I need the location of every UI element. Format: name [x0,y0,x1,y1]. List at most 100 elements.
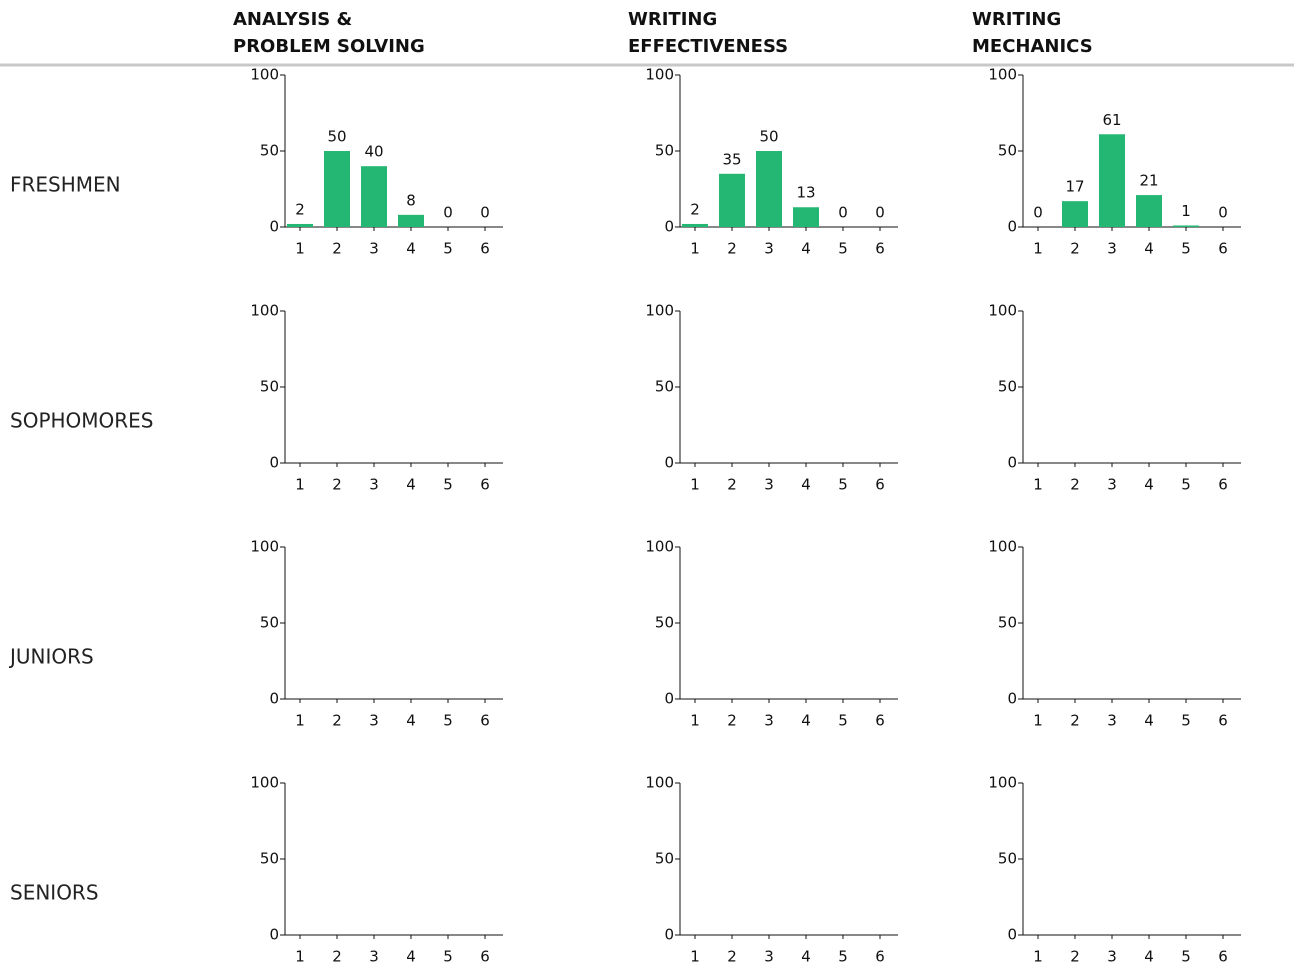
x-tick-label: 1 [1033,476,1043,494]
value-label: 21 [1139,172,1158,190]
y-tick-label: 50 [655,378,674,396]
bar [398,214,424,227]
x-tick-label: 4 [1144,476,1154,494]
value-label: 17 [1065,178,1084,196]
value-label: 50 [759,128,778,146]
x-tick-label: 5 [1181,712,1191,730]
x-tick-label: 1 [690,240,700,258]
y-tick-label: 100 [250,66,279,84]
x-tick-label: 2 [332,240,342,258]
y-tick-label: 0 [269,454,279,472]
column-header: MECHANICS [972,36,1093,57]
y-tick-label: 100 [988,302,1017,320]
y-tick-label: 100 [250,302,279,320]
column-header: PROBLEM SOLVING [233,36,425,57]
x-tick-label: 4 [1144,712,1154,730]
y-tick-label: 0 [1007,218,1017,236]
x-tick-label: 5 [838,476,848,494]
x-tick-label: 1 [690,948,700,966]
x-tick-label: 6 [875,240,885,258]
value-label: 2 [690,200,700,218]
bar [1136,195,1162,227]
y-tick-label: 50 [998,850,1017,868]
x-tick-label: 4 [406,476,416,494]
x-tick-label: 2 [332,476,342,494]
x-tick-label: 3 [764,476,774,494]
x-tick-label: 4 [406,240,416,258]
x-tick-label: 4 [1144,948,1154,966]
y-tick-label: 50 [260,378,279,396]
x-tick-label: 5 [838,712,848,730]
x-tick-label: 4 [801,712,811,730]
x-tick-label: 6 [1218,712,1228,730]
y-tick-label: 0 [664,454,674,472]
bar [719,173,745,227]
y-tick-label: 50 [260,142,279,160]
x-tick-label: 5 [1181,476,1191,494]
bar [793,207,819,227]
y-tick-label: 100 [250,538,279,556]
value-label: 13 [796,184,815,202]
value-label: 2 [295,200,305,218]
x-tick-label: 4 [801,948,811,966]
bar [756,151,782,227]
column-header: WRITING [628,9,717,30]
x-tick-label: 2 [1070,712,1080,730]
x-tick-label: 2 [332,948,342,966]
bar [682,223,708,227]
x-tick-label: 3 [369,712,379,730]
x-tick-label: 6 [1218,476,1228,494]
y-tick-label: 0 [1007,926,1017,944]
x-tick-label: 5 [443,712,453,730]
y-tick-label: 100 [645,302,674,320]
x-tick-label: 5 [443,948,453,966]
bar [324,151,350,227]
y-tick-label: 100 [988,66,1017,84]
x-tick-label: 2 [727,948,737,966]
x-tick-label: 4 [406,948,416,966]
row-label: FRESHMEN [10,173,121,197]
x-tick-label: 1 [690,476,700,494]
bar [1173,225,1199,227]
value-label: 0 [875,204,885,222]
x-tick-label: 4 [406,712,416,730]
x-tick-label: 3 [764,948,774,966]
value-label: 40 [364,143,383,161]
y-tick-label: 50 [260,850,279,868]
row-label: SENIORS [10,881,99,905]
value-label: 0 [443,204,453,222]
y-tick-label: 50 [260,614,279,632]
y-tick-label: 0 [664,690,674,708]
y-tick-label: 0 [664,926,674,944]
x-tick-label: 1 [1033,948,1043,966]
column-header: WRITING [972,9,1061,30]
bar [1099,134,1125,227]
x-tick-label: 1 [1033,712,1043,730]
x-tick-label: 6 [480,712,490,730]
y-tick-label: 0 [664,218,674,236]
x-tick-label: 6 [1218,948,1228,966]
x-tick-label: 2 [1070,948,1080,966]
x-tick-label: 1 [295,712,305,730]
x-tick-label: 5 [838,240,848,258]
x-tick-label: 6 [875,948,885,966]
x-tick-label: 3 [369,476,379,494]
x-tick-label: 3 [1107,240,1117,258]
y-tick-label: 50 [655,614,674,632]
x-tick-label: 5 [1181,240,1191,258]
y-tick-label: 0 [269,926,279,944]
value-label: 35 [722,150,741,168]
y-tick-label: 50 [655,850,674,868]
x-tick-label: 1 [690,712,700,730]
y-tick-label: 50 [998,142,1017,160]
column-header: EFFECTIVENESS [628,36,788,57]
x-tick-label: 3 [764,712,774,730]
y-tick-label: 50 [655,142,674,160]
x-tick-label: 4 [1144,240,1154,258]
x-tick-label: 5 [838,948,848,966]
x-tick-label: 1 [295,476,305,494]
y-tick-label: 0 [269,690,279,708]
bar [361,166,387,227]
